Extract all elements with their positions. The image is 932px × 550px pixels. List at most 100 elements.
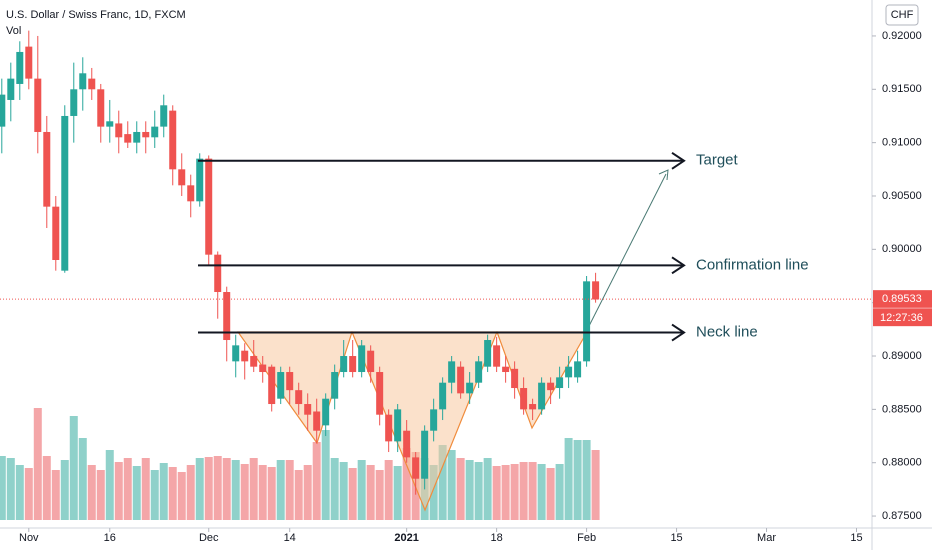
candle-body — [250, 356, 258, 367]
candle-body — [439, 382, 447, 410]
volume-bar — [231, 460, 240, 520]
candle-body — [520, 388, 528, 410]
volume-bar — [60, 460, 69, 520]
candle-body — [538, 382, 546, 410]
y-tick-label: 0.87500 — [882, 510, 922, 522]
candle-body — [25, 46, 33, 79]
volume-bar — [258, 465, 267, 520]
volume-bar — [141, 458, 150, 520]
volume-bar — [546, 468, 555, 520]
y-tick-label: 0.88000 — [882, 457, 922, 469]
candle-body — [349, 356, 357, 373]
candle-body — [106, 121, 114, 127]
volume-bar — [15, 465, 24, 520]
y-tick-label: 0.88500 — [882, 403, 922, 415]
x-tick-label: 15 — [670, 532, 682, 544]
volume-bar — [69, 416, 78, 520]
candle-body — [43, 131, 51, 207]
candle-body — [322, 398, 330, 426]
candle-body — [232, 345, 240, 362]
volume-bar — [393, 466, 402, 520]
candle-body — [529, 404, 537, 410]
volume-bar — [0, 456, 6, 520]
candle-body — [295, 390, 303, 405]
currency[interactable]: CHF — [891, 9, 914, 21]
volume-bar — [240, 464, 249, 520]
annotation-arrow — [671, 151, 686, 170]
candle-body — [466, 382, 474, 394]
candle-body — [0, 94, 6, 127]
volume-bar — [438, 445, 447, 520]
candle-body — [367, 350, 375, 373]
volume-bar — [177, 472, 186, 520]
volume-bar — [186, 465, 195, 520]
candle-body — [583, 281, 591, 362]
candle-body — [313, 411, 321, 431]
candle-body — [493, 345, 501, 367]
candle-body — [376, 372, 384, 415]
volume-bar — [294, 470, 303, 520]
volume-label: Vol — [6, 25, 21, 37]
candle-body — [97, 89, 105, 127]
candle-body — [547, 382, 555, 391]
candle-body — [259, 364, 267, 373]
candle-body — [421, 430, 429, 479]
volume-bar — [510, 464, 519, 520]
volume-bar — [285, 460, 294, 520]
last-price-label: 0.89533 — [882, 293, 922, 305]
volume-bar — [555, 464, 564, 520]
projection-arrow — [586, 173, 667, 331]
candle-body — [286, 372, 294, 391]
volume-bar — [6, 458, 15, 520]
volume-bar — [474, 462, 483, 520]
volume-bar — [213, 456, 222, 520]
volume-bar — [168, 467, 177, 520]
candle-body — [169, 110, 177, 170]
volume-bar — [429, 465, 438, 520]
volume-bar — [249, 458, 258, 520]
arrow-head — [658, 169, 669, 181]
candle-body — [565, 366, 573, 378]
candle-body — [457, 366, 465, 394]
volume-bar — [465, 460, 474, 520]
volume-bar — [402, 448, 411, 520]
candle-body — [160, 105, 168, 127]
countdown: 12:27:36 — [880, 312, 923, 324]
annotation-label: Target — [696, 152, 739, 169]
x-tick-label: Feb — [577, 532, 596, 544]
volume-bar — [528, 462, 537, 520]
volume-bar — [321, 430, 330, 520]
volume-bar — [123, 458, 132, 520]
candle-body — [241, 350, 249, 362]
volume-bar — [492, 466, 501, 520]
annotation-label: Neck line — [696, 324, 758, 341]
x-tick-label: 2021 — [394, 532, 418, 544]
volume-bar — [51, 470, 60, 520]
candle-body — [358, 345, 366, 373]
candle-body — [475, 361, 483, 383]
annotation-arrow — [671, 323, 686, 342]
x-tick-label: Dec — [199, 532, 219, 544]
volume-bar — [339, 462, 348, 520]
volume-bar — [447, 450, 456, 520]
candle-body — [385, 414, 393, 442]
candle-body — [52, 206, 60, 260]
candle-body — [502, 366, 510, 373]
x-tick-label: 18 — [491, 532, 503, 544]
volume-bar — [348, 468, 357, 520]
volume-bar — [24, 468, 33, 520]
candle-body — [70, 89, 78, 116]
candle-body — [34, 78, 42, 132]
candle-body — [592, 281, 600, 300]
candle-body — [394, 409, 402, 442]
candle-body — [142, 131, 150, 138]
y-tick-label: 0.91500 — [882, 83, 922, 95]
y-tick-label: 0.90000 — [882, 243, 922, 255]
candle-body — [574, 361, 582, 378]
volume-bar — [159, 463, 168, 520]
candle-body — [403, 430, 411, 458]
volume-bar — [456, 458, 465, 520]
volume-bar — [204, 457, 213, 520]
currency-box[interactable] — [885, 4, 919, 26]
